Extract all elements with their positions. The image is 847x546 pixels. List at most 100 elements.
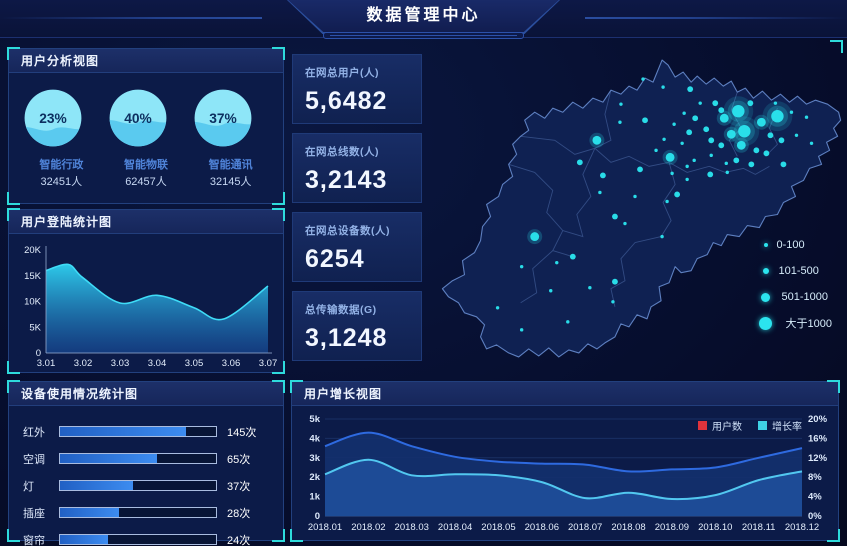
device-usage-row: 红外 145次 xyxy=(19,418,269,445)
growth-chart-legend: 用户数 增长率 xyxy=(682,418,802,433)
panel-user-growth: 用户增长视图 用户数 增长率 0 1k 2k 3k 4k 5k 0% 4% 8% 12% 16% 20%… xyxy=(290,380,840,542)
svg-text:3.06: 3.06 xyxy=(222,358,241,369)
kpi-label: 在网总线数(人) xyxy=(305,146,379,158)
gauge-label: 智能行政 xyxy=(39,159,84,171)
growth-area-chart: 0 1k 2k 3k 4k 5k 0% 4% 8% 12% 16% 20% 2018.01 2018.02… xyxy=(308,414,828,533)
legend-dot-icon xyxy=(759,316,773,330)
panel-user-analysis-title: 用户分析视图 xyxy=(9,49,283,73)
svg-text:16%: 16% xyxy=(808,433,828,444)
panel-user-growth-title: 用户增长视图 xyxy=(292,382,838,406)
device-usage-row: 窗帘 24次 xyxy=(19,526,269,546)
svg-text:5k: 5k xyxy=(309,414,320,425)
bar-value: 24次 xyxy=(227,534,251,546)
legend-dot-icon xyxy=(761,292,771,302)
kpi-label: 总传输数据(G) xyxy=(305,304,377,316)
kpi-value: 3,1248 xyxy=(305,324,388,352)
gauge-count: 32451人 xyxy=(40,176,83,188)
page-title: 数据管理中心 xyxy=(366,7,481,24)
svg-text:12%: 12% xyxy=(808,453,828,464)
kpi-label: 在网总设备数(人) xyxy=(305,225,390,237)
bar-category-label: 空调 xyxy=(23,453,45,466)
bar-value: 28次 xyxy=(227,507,251,520)
svg-text:2018.09: 2018.09 xyxy=(655,522,689,533)
panel-login-stats: 用户登陆统计图 0 5K 10K 15K 20K 3.01 3.02 3.03 3.04 3.05… xyxy=(7,208,285,374)
legend-item: 用户数 xyxy=(698,418,742,433)
svg-text:2018.07: 2018.07 xyxy=(568,522,602,533)
svg-text:3k: 3k xyxy=(309,453,320,464)
map-legend-item: 101-500 xyxy=(759,258,832,284)
legend-label: 增长率 xyxy=(772,422,802,433)
bar-track xyxy=(59,453,217,464)
map-legend-item: 大于1000 xyxy=(759,310,832,336)
svg-text:2018.11: 2018.11 xyxy=(742,522,776,533)
gauge-group: 23% 智能行政 32451人 40% 智能物联 62457人 37% 智能通讯 32145人 xyxy=(9,73,283,189)
legend-dot-icon xyxy=(762,268,769,274)
liquid-gauge: 40% 智能物联 62457人 xyxy=(107,87,185,189)
bar-fill xyxy=(60,481,134,490)
bar-category-label: 红外 xyxy=(23,426,45,439)
liquid-gauge: 37% 智能通讯 32145人 xyxy=(192,87,270,189)
bar-category-label: 窗帘 xyxy=(23,534,45,546)
map-dots xyxy=(495,77,814,332)
svg-text:3.05: 3.05 xyxy=(185,358,204,369)
bar-value: 65次 xyxy=(227,453,251,466)
header-trapezoid: 数据管理中心 xyxy=(287,0,560,34)
legend-swatch-icon xyxy=(758,421,767,430)
svg-text:0: 0 xyxy=(315,511,320,522)
map-container: 0-100 101-500 501-1000 大于1000 xyxy=(424,44,846,378)
svg-text:20%: 20% xyxy=(808,414,828,425)
svg-text:4%: 4% xyxy=(808,492,822,503)
bar-value: 145次 xyxy=(227,426,257,439)
svg-text:3.04: 3.04 xyxy=(148,358,167,369)
svg-text:2018.05: 2018.05 xyxy=(481,522,515,533)
kpi-value: 6254 xyxy=(305,245,365,273)
svg-text:5K: 5K xyxy=(29,322,41,333)
kpi-card-total-data: 总传输数据(G) 3,1248 xyxy=(292,291,422,361)
login-area-chart: 0 5K 10K 15K 20K 3.01 3.02 3.03 3.04 3.05 3.06 3.07 xyxy=(24,245,278,369)
svg-text:20K: 20K xyxy=(24,245,42,256)
svg-text:3.03: 3.03 xyxy=(111,358,130,369)
header-left-line xyxy=(0,17,262,19)
bar-track xyxy=(59,507,217,518)
bar-fill xyxy=(60,508,120,517)
bar-category-label: 插座 xyxy=(23,507,45,520)
svg-text:3.02: 3.02 xyxy=(74,358,93,369)
device-usage-row: 空调 65次 xyxy=(19,445,269,472)
legend-item: 增长率 xyxy=(758,418,802,433)
svg-text:0: 0 xyxy=(36,348,41,359)
svg-text:8%: 8% xyxy=(808,472,822,483)
legend-label: 0-100 xyxy=(776,239,805,251)
kpi-card-online-devices: 在网总设备数(人) 6254 xyxy=(292,212,422,282)
panel-device-usage-title: 设备使用情况统计图 xyxy=(9,382,283,406)
legend-swatch-icon xyxy=(698,421,707,430)
svg-text:0%: 0% xyxy=(808,511,822,522)
bar-fill xyxy=(60,535,109,544)
header-right-line xyxy=(585,17,847,19)
svg-text:23%: 23% xyxy=(40,111,68,126)
gauge-label: 智能通讯 xyxy=(208,159,253,171)
svg-text:37%: 37% xyxy=(209,111,237,126)
svg-text:1k: 1k xyxy=(309,492,320,503)
legend-label: 大于1000 xyxy=(785,318,832,330)
header-bar: 数据管理中心 xyxy=(0,0,847,39)
legend-label: 501-1000 xyxy=(781,291,829,303)
gauge-count: 62457人 xyxy=(125,176,167,188)
liquid-gauge: 23% 智能行政 32451人 xyxy=(22,87,100,189)
kpi-card-online-lines: 在网总线数(人) 3,2143 xyxy=(292,133,422,203)
bar-category-label: 灯 xyxy=(23,480,34,493)
svg-text:2018.06: 2018.06 xyxy=(525,522,559,533)
svg-text:2018.12: 2018.12 xyxy=(785,522,819,533)
legend-label: 101-500 xyxy=(778,265,819,277)
device-usage-row: 灯 37次 xyxy=(19,472,269,499)
device-usage-bars: 红外 145次空调 65次灯 37次插座 28次窗帘 24次 xyxy=(9,406,283,546)
bar-track xyxy=(59,534,217,545)
bar-value: 37次 xyxy=(227,480,251,493)
svg-text:2018.01: 2018.01 xyxy=(308,522,342,533)
svg-text:40%: 40% xyxy=(124,111,152,126)
panel-login-stats-title: 用户登陆统计图 xyxy=(9,210,283,234)
svg-text:3.07: 3.07 xyxy=(259,358,278,369)
bar-track xyxy=(59,426,217,437)
legend-dot-icon xyxy=(763,243,768,247)
bar-track xyxy=(59,480,217,491)
